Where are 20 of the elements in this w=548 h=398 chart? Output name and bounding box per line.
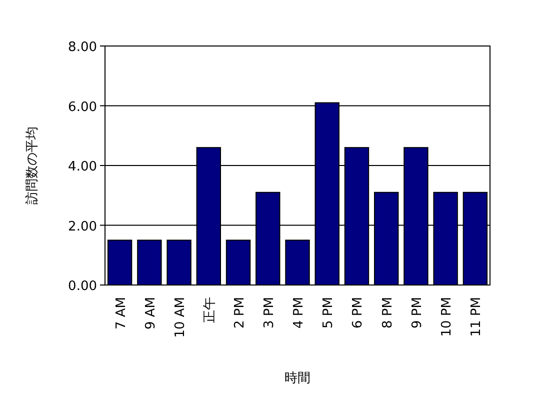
x-tick-label: 正午 — [202, 297, 218, 323]
x-tick-label: 3 PM — [262, 297, 277, 328]
x-tick-label: 9 PM — [410, 297, 425, 328]
y-tick-label: 2.00 — [68, 219, 97, 234]
x-tick-label: 4 PM — [292, 297, 306, 328]
x-tick-label: 8 PM — [380, 297, 396, 328]
y-tick-label: 6.00 — [68, 100, 97, 115]
y-tick-label: 8.00 — [68, 40, 97, 55]
x-tick-label: 7 AM — [114, 297, 129, 330]
x-tick-label: 10 PM — [440, 297, 455, 337]
x-tick-label: 2 PM — [232, 297, 248, 328]
x-tick-label: 5 PM — [321, 297, 336, 328]
y-tick-label: 4.00 — [68, 160, 97, 174]
x-tick-label: 10 AM — [173, 297, 188, 338]
x-tick-label: 11 PM — [469, 297, 484, 337]
y-tick-label: 0.00 — [68, 279, 97, 294]
x-axis-title: 時間 — [284, 371, 310, 386]
x-tick-label: 6 PM — [350, 297, 366, 328]
y-axis-title: 訪問数の平均 — [25, 126, 40, 204]
x-tick-label: 9 AM — [143, 297, 158, 330]
